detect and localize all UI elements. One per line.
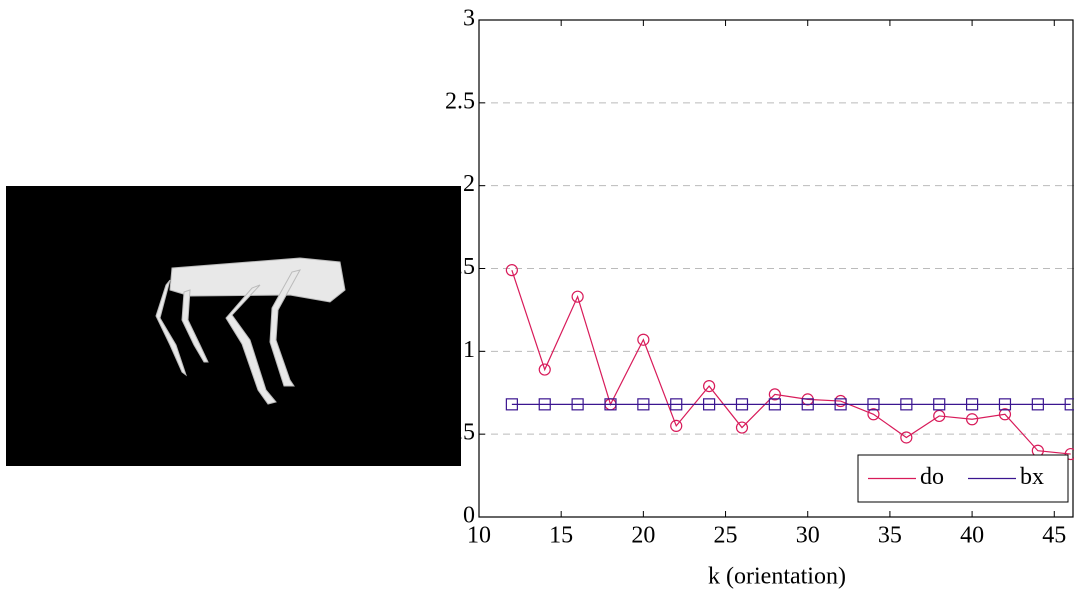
- marker: [571, 290, 584, 303]
- marker: [867, 408, 880, 421]
- x-tick-label: 40: [960, 523, 984, 549]
- series-line: [511, 269, 1071, 455]
- chart: k (orientation) 00.511.522.5310152025303…: [445, 6, 1074, 590]
- marker: [998, 408, 1012, 421]
- legend-label: do: [920, 464, 944, 490]
- marker: [703, 380, 716, 393]
- legend: do bx: [857, 454, 1069, 503]
- marker: [604, 398, 617, 411]
- marker: [1064, 398, 1074, 411]
- marker: [637, 398, 650, 411]
- x-tick-label: 10: [467, 523, 491, 549]
- marker: [1064, 447, 1074, 461]
- y-tick-label: 1: [463, 337, 475, 363]
- marker: [505, 264, 518, 277]
- marker: [538, 363, 551, 376]
- marker: [965, 398, 979, 411]
- marker: [735, 421, 749, 434]
- marker: [768, 388, 781, 401]
- marker: [933, 398, 946, 411]
- marker: [1031, 398, 1044, 411]
- marker: [834, 398, 847, 411]
- marker: [735, 398, 749, 411]
- x-tick-label: 15: [549, 523, 573, 549]
- marker: [637, 333, 650, 346]
- marker: [768, 398, 781, 411]
- marker: [900, 431, 913, 444]
- legend-label: bx: [1020, 464, 1044, 490]
- y-tick-label: 0: [463, 503, 475, 529]
- x-tick-label: 45: [1042, 523, 1066, 549]
- x-tick-label: 30: [796, 523, 820, 549]
- marker: [670, 419, 683, 432]
- marker: [505, 398, 518, 411]
- marker: [571, 398, 584, 411]
- robot-image: [6, 186, 461, 466]
- marker: [703, 398, 716, 411]
- x-tick-label: 20: [631, 523, 655, 549]
- marker: [867, 398, 880, 411]
- marker: [538, 398, 551, 411]
- x-axis-label: k (orientation): [708, 564, 846, 590]
- marker: [801, 398, 814, 411]
- robot: [155, 257, 346, 405]
- x-tick-label: 35: [878, 523, 902, 549]
- y-tick-label: 3: [463, 6, 475, 32]
- marker: [998, 398, 1012, 411]
- y-tick-label: 2: [463, 171, 475, 197]
- plot-frame: [478, 19, 1074, 518]
- x-tick-label: 25: [714, 523, 738, 549]
- marker: [965, 413, 979, 426]
- marker: [900, 398, 913, 411]
- marker: [670, 398, 683, 411]
- y-tick-label: 2.5: [445, 88, 475, 114]
